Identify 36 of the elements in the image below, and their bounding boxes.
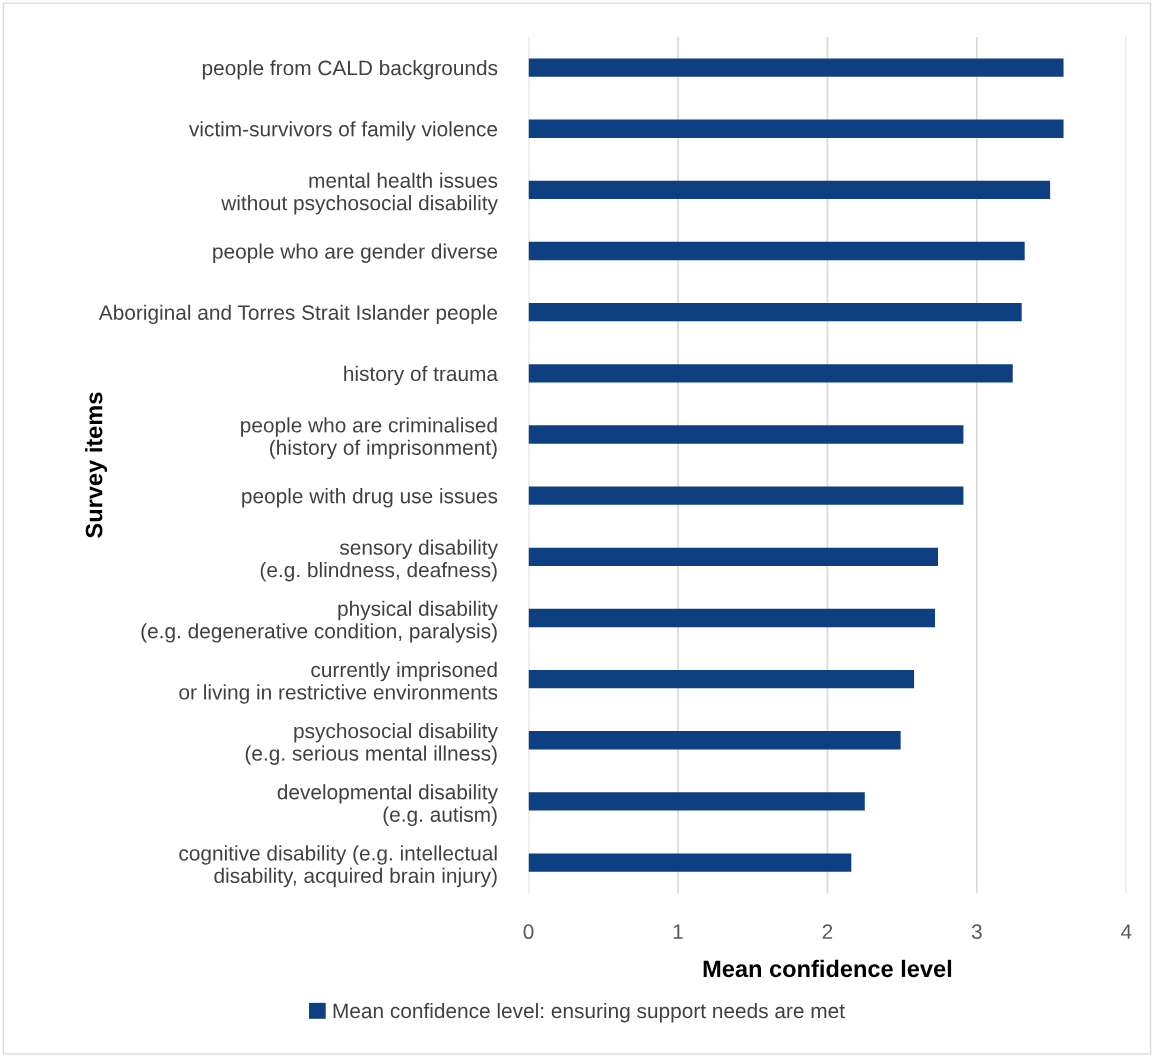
y-tick-label: cognitive disability (e.g. intellectual disability, acquired brain injury) bbox=[179, 845, 497, 888]
bar bbox=[528, 58, 1064, 77]
bar bbox=[528, 669, 915, 689]
x-axis-title: Mean confidence level bbox=[703, 959, 952, 978]
y-tick-label: people with drug use issues bbox=[242, 488, 498, 508]
y-tick-label: people who are gender diverse bbox=[213, 243, 498, 263]
y-tick-label: physical disability (e.g. degenerative condition, paralysis) bbox=[141, 600, 498, 643]
y-tick-label: victim-survivors of family violence bbox=[188, 121, 498, 141]
y-tick-label: people who are criminalised (history of imprisonment) bbox=[241, 417, 497, 460]
bar bbox=[528, 119, 1064, 138]
bar bbox=[528, 241, 1025, 261]
bar bbox=[528, 425, 964, 444]
bar bbox=[528, 731, 901, 750]
bar bbox=[528, 792, 865, 811]
bar bbox=[528, 180, 1051, 200]
y-tick-label: history of trauma bbox=[344, 365, 498, 386]
bar bbox=[528, 853, 852, 872]
x-tick-label: 0 bbox=[523, 924, 534, 940]
y-tick-label: sensory disability (e.g. blindness, deafness) bbox=[260, 539, 498, 582]
x-tick-label: 4 bbox=[1120, 924, 1132, 939]
y-tick-label: Aboriginal and Torres Strait Islander people bbox=[98, 304, 498, 325]
legend-label: Mean confidence level: ensuring support needs are met bbox=[333, 1002, 845, 1023]
y-axis-title: Survey items bbox=[85, 392, 108, 538]
x-tick-label: 2 bbox=[822, 924, 833, 939]
y-tick-label: psychosocial disability (e.g. serious mental illness) bbox=[245, 723, 498, 765]
bar bbox=[528, 608, 936, 628]
y-tick-label: currently imprisoned or living in restrictive environments bbox=[179, 661, 498, 704]
x-tick-label: 3 bbox=[971, 924, 982, 940]
bar bbox=[528, 486, 964, 505]
bar bbox=[528, 303, 1022, 322]
bar bbox=[528, 547, 939, 566]
y-tick-label: developmental disability (e.g. autism) bbox=[277, 784, 498, 827]
y-tick-label: mental health issues without psychosocial disability bbox=[221, 172, 498, 215]
x-tick-label: 1 bbox=[673, 924, 683, 939]
y-tick-label: people from CALD backgrounds bbox=[202, 60, 498, 80]
bar bbox=[528, 364, 1013, 383]
